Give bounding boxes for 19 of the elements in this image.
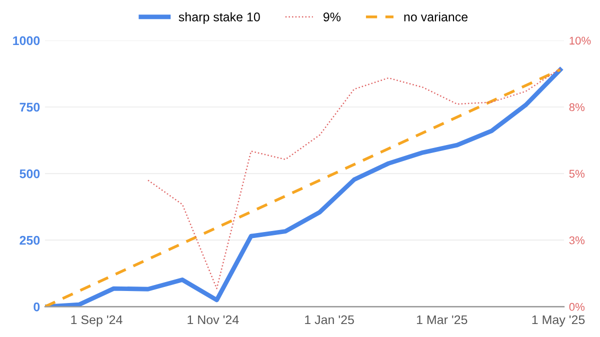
legend-label: 9%: [323, 12, 341, 22]
legend-label: sharp stake 10: [178, 12, 260, 24]
legend-label: no variance: [404, 12, 468, 22]
y2-tick-label: 3%: [569, 236, 585, 244]
line-series: [147, 68, 561, 290]
x-tick-label: 1 Nov '24: [188, 315, 239, 324]
x-tick-label: 1 May '25: [532, 315, 585, 327]
y-tick-label: 0: [34, 302, 40, 312]
y2-tick-label: 10%: [570, 36, 591, 45]
y-tick-label: 1000: [13, 36, 40, 46]
x-tick-label: 1 Jan '25: [305, 315, 354, 324]
y2-tick-label: 5%: [569, 170, 585, 178]
y-tick-label: 500: [20, 169, 40, 178]
y2-tick-label: 0%: [569, 302, 585, 311]
y-tick-label: 750: [20, 102, 40, 112]
x-tick-label: 1 Mar '25: [416, 315, 468, 324]
y-tick-label: 250: [20, 236, 40, 245]
x-tick-label: 1 Sep '24: [71, 315, 122, 327]
y2-tick-label: 8%: [569, 103, 585, 112]
